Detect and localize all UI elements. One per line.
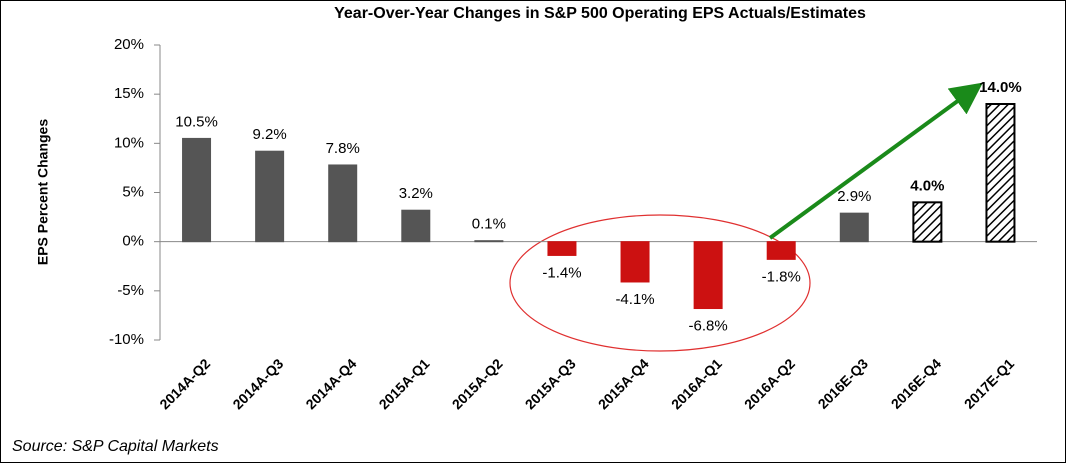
y-tick-label: 20% — [114, 36, 144, 53]
value-label: 4.0% — [910, 177, 944, 194]
value-label: -4.1% — [615, 291, 654, 308]
bar — [839, 212, 869, 243]
bar — [620, 241, 650, 283]
bar — [182, 137, 212, 243]
bar — [474, 240, 504, 243]
y-tick-label: 10% — [114, 134, 144, 151]
bar — [401, 209, 431, 243]
bar — [547, 241, 577, 256]
value-label: -1.8% — [762, 268, 801, 285]
bar — [693, 241, 723, 310]
bar — [912, 201, 943, 243]
y-tick-label: -5% — [117, 282, 144, 299]
value-label: -1.4% — [542, 264, 581, 281]
y-axis-label: EPS Percent Changes — [35, 119, 51, 265]
value-label: 9.2% — [253, 126, 287, 143]
y-tick-label: 0% — [122, 233, 144, 250]
chart-title: Year-Over-Year Changes in S&P 500 Operat… — [334, 5, 866, 22]
y-tick-label: -10% — [109, 331, 144, 348]
value-label: 2.9% — [837, 188, 871, 205]
bar — [985, 103, 1016, 243]
value-label: 14.0% — [979, 79, 1022, 96]
value-label: -6.8% — [689, 318, 728, 335]
bar — [328, 164, 358, 243]
bar — [766, 241, 796, 260]
value-label: 3.2% — [399, 185, 433, 202]
value-label: 7.8% — [326, 140, 360, 157]
source: Source: S&P Capital Markets — [12, 438, 219, 455]
value-label: 10.5% — [175, 113, 218, 130]
highlight-ellipse — [509, 214, 811, 352]
bar — [255, 150, 285, 243]
y-tick-label: 15% — [114, 85, 144, 102]
trend-arrow — [768, 82, 983, 240]
value-label: 0.1% — [472, 216, 506, 233]
y-tick-label: 5% — [122, 183, 144, 200]
